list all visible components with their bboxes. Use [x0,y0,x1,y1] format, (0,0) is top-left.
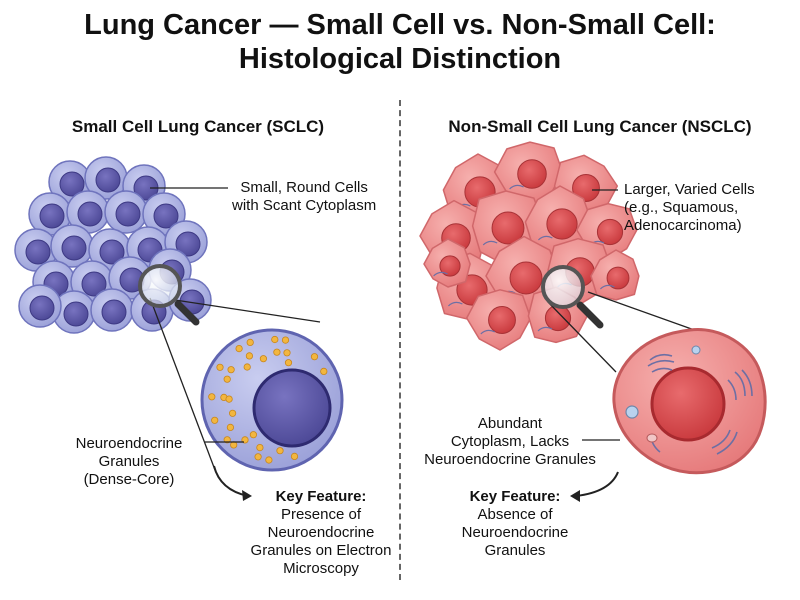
sclc-magnifier-icon [138,264,200,326]
granule [216,363,224,371]
nsclc-vesicle [646,433,658,443]
sclc-enlarged-cell [200,328,344,472]
nsclc-vesicle [625,405,639,419]
sclc-nucleus [252,368,332,448]
granule [284,359,293,367]
nsclc-organelles [647,353,753,455]
nsclc-magnifier-icon [541,265,604,329]
nsclc-cell [493,141,564,207]
sclc-cell [84,156,128,200]
nsclc-cell [524,185,593,256]
nsclc-vesicle [691,345,701,355]
sclc-key-feature-line-3: Granules on Electron [250,542,392,559]
granule [310,353,319,361]
granule [208,393,216,401]
sclc-cell [52,290,96,334]
granule [225,395,233,403]
granule [227,366,235,374]
sclc-key-feature-line-2: Neuroendocrine [267,524,375,541]
sclc-key-feature-line-4: Microscopy [283,560,359,577]
granule [283,349,291,357]
sclc-cell [50,224,94,268]
nsclc-key-feature-line-2: Neuroendocrine [461,524,569,541]
sclc-granules-label-line-2: Granules [98,453,160,470]
page-title: Lung Cancer — Small Cell vs. Non-Small C… [0,8,800,76]
granule [235,344,243,353]
sclc-arrow-head [242,490,252,501]
granule [259,355,267,363]
sclc-key-feature-line-1: Presence of [280,506,362,523]
sclc-granules-label-line-3: (Dense-Core) [83,471,175,488]
granule [256,443,264,452]
granule [226,423,234,431]
sclc-granules-label: Neuroendocrine Granules (Dense-Core) [54,435,204,489]
granule [320,367,328,375]
nsclc-key-feature-title: Key Feature: [469,488,561,505]
sclc-zoom-line-right [174,299,321,323]
granule [290,452,299,460]
sclc-heading: Small Cell Lung Cancer (SCLC) [71,117,325,136]
nsclc-enlarged-cell [612,328,767,475]
nsclc-heading: Non-Small Cell Lung Cancer (NSCLC) [448,117,752,136]
nsclc-zoom-line-left [547,301,617,373]
granule [249,431,257,439]
center-divider [399,100,401,580]
granule [254,453,262,461]
nsclc-cell [590,249,640,301]
granule [245,352,253,360]
title-line-2: Histological Distinction [238,43,562,75]
sclc-granules-label-line-1: Neuroendocrine [75,435,183,452]
nsclc-cytoplasm-label-line-1: Abundant [477,415,543,432]
granule [243,363,251,371]
nsclc-zoom-line-right [587,291,701,333]
nsclc-cytoplasm-label-line-2: Cytoplasm, Lacks [450,433,570,450]
granule [229,409,237,417]
nsclc-cells-label-line-2: (e.g., Squamous, [624,199,739,216]
nsclc-cells-label: Larger, Varied Cells (e.g., Squamous, Ad… [624,181,755,235]
granule [223,375,231,383]
sclc-key-feature: Key Feature: Presence of Neuroendocrine … [236,488,406,578]
sclc-cell [66,190,110,234]
granule [246,338,254,346]
nsclc-key-feature: Key Feature: Absence of Neuroendocrine G… [440,488,590,560]
nsclc-cell [423,238,471,288]
granule [211,416,219,424]
nsclc-arrow-head [570,490,580,502]
granule [271,335,279,344]
nsclc-cells-label-line-1: Larger, Varied Cells [624,181,755,198]
nsclc-nucleus [650,366,726,442]
granule [276,447,284,455]
nsclc-cell [465,289,532,351]
sclc-cell [90,288,134,332]
nsclc-cytoplasm-label-line-3: Neuroendocrine Granules [424,451,596,468]
granule [273,348,281,356]
nsclc-key-feature-line-1: Absence of [477,506,553,523]
sclc-cell [18,284,62,328]
granule [265,456,273,464]
nsclc-cytoplasm-label: Abundant Cytoplasm, Lacks Neuroendocrine… [410,415,610,469]
sclc-zoom-line-left [149,297,216,471]
granule [230,441,238,449]
title-line-1: Lung Cancer — Small Cell vs. Non-Small C… [84,9,716,41]
sclc-key-feature-title: Key Feature: [275,488,367,505]
neuroendocrine-granules [208,335,328,464]
granule [281,336,290,344]
sclc-cell [14,228,58,272]
sclc-cell [104,190,148,234]
nsclc-key-feature-line-3: Granules [484,542,546,559]
nsclc-curved-arrow [575,471,619,497]
nsclc-cell-cluster [419,141,640,351]
sclc-cells-label-line-1: Small, Round Cells [240,179,368,196]
sclc-cells-label: Small, Round Cells with Scant Cytoplasm [232,179,376,215]
nsclc-cells-label-line-3: Adenocarcinoma) [624,217,742,234]
sclc-cells-label-line-2: with Scant Cytoplasm [232,197,377,214]
